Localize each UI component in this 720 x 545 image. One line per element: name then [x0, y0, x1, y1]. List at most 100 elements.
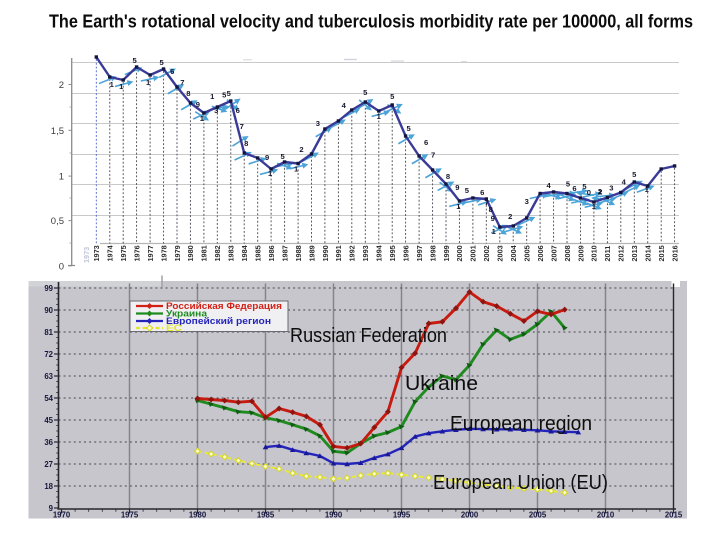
svg-text:1999: 1999: [442, 245, 451, 261]
svg-text:2012: 2012: [617, 245, 626, 261]
svg-text:1: 1: [377, 112, 382, 121]
svg-text:1: 1: [456, 202, 461, 211]
svg-text:2: 2: [299, 145, 303, 154]
svg-text:2013: 2013: [630, 245, 639, 261]
svg-text:3: 3: [214, 106, 218, 115]
svg-text:1: 1: [592, 202, 597, 211]
svg-text:1: 1: [59, 172, 64, 183]
svg-text:5: 5: [632, 170, 637, 179]
svg-text:36: 36: [44, 438, 53, 447]
svg-text:2: 2: [59, 80, 64, 91]
svg-text:81: 81: [44, 328, 53, 337]
svg-text:2000: 2000: [461, 511, 479, 520]
svg-text:1985: 1985: [257, 511, 275, 520]
svg-text:7: 7: [485, 198, 489, 207]
svg-text:1970: 1970: [53, 511, 71, 520]
svg-text:1987: 1987: [280, 245, 289, 261]
svg-text:7: 7: [431, 151, 435, 160]
svg-text:1975: 1975: [121, 511, 139, 520]
svg-text:54: 54: [44, 394, 53, 403]
svg-text:9: 9: [491, 214, 495, 223]
svg-text:9: 9: [265, 153, 269, 162]
svg-text:1992: 1992: [348, 245, 357, 261]
svg-text:2010: 2010: [590, 245, 599, 261]
svg-text:6: 6: [480, 188, 484, 197]
svg-text:1982: 1982: [213, 245, 222, 261]
svg-text:3: 3: [525, 197, 529, 206]
svg-text:9: 9: [196, 100, 200, 109]
svg-text:7: 7: [180, 78, 184, 87]
svg-text:8: 8: [446, 172, 450, 181]
svg-text:1986: 1986: [267, 245, 276, 261]
svg-text:5: 5: [406, 124, 411, 133]
svg-text:1979: 1979: [173, 245, 182, 261]
svg-text:1976: 1976: [132, 245, 141, 261]
svg-text:1973: 1973: [92, 245, 101, 261]
svg-text:4: 4: [622, 178, 627, 187]
svg-text:2: 2: [508, 212, 512, 221]
svg-text:Russian Federation: Russian Federation: [290, 325, 447, 347]
svg-text:1996: 1996: [401, 245, 410, 261]
svg-text:2: 2: [598, 188, 602, 197]
svg-text:2002: 2002: [482, 245, 491, 261]
svg-text:1993: 1993: [361, 245, 370, 261]
svg-text:3: 3: [609, 184, 613, 193]
svg-text:45: 45: [44, 416, 53, 425]
svg-text:Украина: Украина: [166, 309, 208, 319]
svg-text:2004: 2004: [509, 244, 518, 261]
svg-text:2009: 2009: [576, 245, 585, 261]
svg-text:1: 1: [146, 78, 151, 87]
svg-text:90: 90: [44, 306, 53, 315]
svg-text:The Earth's rotational velocit: The Earth's rotational velocity and tube…: [49, 11, 693, 32]
svg-text:Европейский регион: Европейский регион: [166, 316, 271, 326]
svg-text:1995: 1995: [393, 511, 411, 520]
svg-text:1995: 1995: [388, 245, 397, 261]
svg-text:Российская Федерация: Российская Федерация: [166, 301, 282, 311]
svg-text:1991: 1991: [334, 245, 343, 261]
svg-text:2003: 2003: [496, 245, 505, 261]
svg-text:1: 1: [294, 165, 299, 174]
svg-text:1977: 1977: [146, 245, 155, 261]
svg-text:2001: 2001: [469, 245, 478, 261]
svg-text:1989: 1989: [307, 245, 316, 261]
svg-text:1: 1: [268, 169, 273, 178]
svg-text:4: 4: [546, 181, 551, 190]
svg-text:4: 4: [342, 101, 347, 110]
svg-text:1988: 1988: [294, 245, 303, 261]
svg-text:1978: 1978: [159, 245, 168, 261]
svg-text:6: 6: [170, 67, 174, 76]
svg-text:1: 1: [110, 80, 115, 89]
svg-text:Ukraine: Ukraine: [405, 373, 478, 395]
svg-text:1: 1: [645, 185, 650, 194]
svg-text:2000: 2000: [455, 245, 464, 261]
svg-text:1990: 1990: [321, 245, 330, 261]
svg-text:1990: 1990: [325, 511, 343, 520]
svg-text:1,5: 1,5: [51, 126, 64, 137]
svg-text:99: 99: [44, 284, 53, 293]
svg-text:1997: 1997: [415, 245, 424, 261]
svg-text:72: 72: [44, 350, 53, 359]
svg-text:5: 5: [465, 186, 470, 195]
svg-text:0,5: 0,5: [51, 216, 64, 227]
svg-text:6: 6: [424, 138, 428, 147]
svg-text:8: 8: [186, 89, 190, 98]
svg-text:1981: 1981: [200, 245, 209, 261]
svg-text:1: 1: [119, 82, 124, 91]
svg-text:5: 5: [132, 56, 137, 65]
svg-text:1975: 1975: [119, 245, 128, 261]
svg-text:2014: 2014: [644, 244, 653, 261]
svg-text:5: 5: [582, 182, 587, 191]
svg-text:1973: 1973: [82, 247, 91, 263]
svg-text:1998: 1998: [428, 245, 437, 261]
svg-text:2015: 2015: [665, 511, 683, 520]
svg-text:3: 3: [316, 119, 320, 128]
svg-text:1: 1: [492, 227, 497, 236]
svg-text:2008: 2008: [563, 245, 572, 261]
svg-text:1984: 1984: [240, 244, 249, 261]
svg-text:2005: 2005: [523, 245, 532, 261]
svg-text:18: 18: [44, 482, 53, 491]
svg-text:1980: 1980: [189, 511, 207, 520]
svg-text:0: 0: [59, 261, 64, 272]
svg-text:8: 8: [489, 205, 493, 214]
svg-text:1980: 1980: [186, 245, 195, 261]
